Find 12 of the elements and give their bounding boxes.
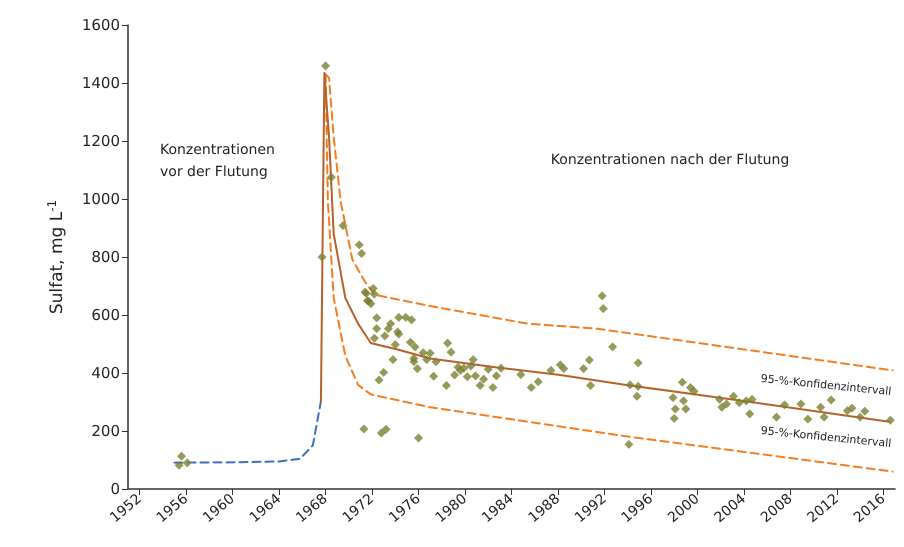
y-tick-label: 600 [91, 306, 120, 324]
y-tick-label: 0 [110, 480, 120, 498]
y-tick-label: 1200 [82, 132, 120, 150]
y-tick-label: 200 [91, 422, 120, 440]
y-tick-label: 800 [91, 248, 120, 266]
y-tick-label: 1400 [82, 74, 120, 92]
annotation: Konzentrationen vor der Flutung [160, 142, 275, 180]
annotation: Konzentrationen nach der Flutung [550, 152, 790, 168]
y-axis-title: Sulfat, mg L-1 [45, 200, 67, 314]
y-tick-label: 1600 [82, 16, 120, 34]
y-tick-label: 1000 [82, 190, 120, 208]
y-tick-label: 400 [91, 364, 120, 382]
